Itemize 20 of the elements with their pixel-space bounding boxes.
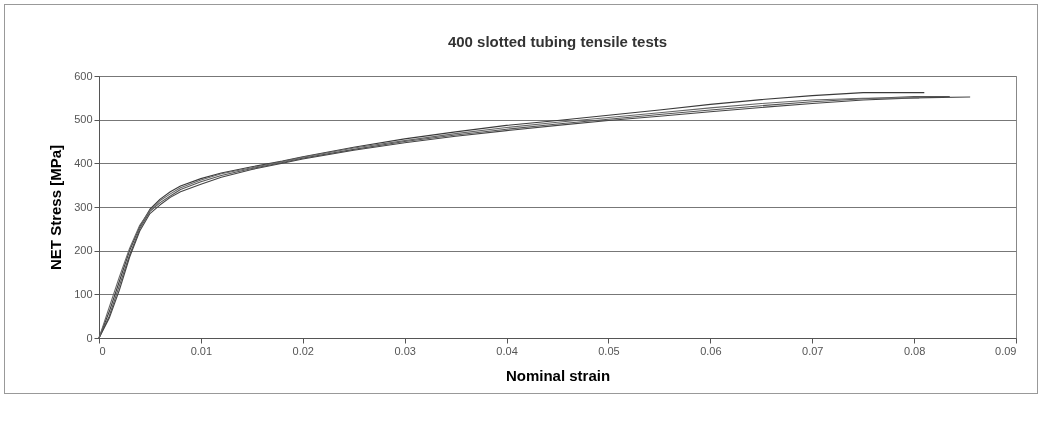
x-tick-label: 0.08 xyxy=(903,344,926,357)
chart-title: 400 slotted tubing tensile tests xyxy=(447,33,668,50)
x-tick-label: 0.09 xyxy=(995,344,1017,357)
x-tick-label: 0.03 xyxy=(394,344,416,357)
y-tick-label: 600 xyxy=(74,69,93,82)
y-tick-label: 100 xyxy=(74,287,93,300)
x-tick-label: 0.02 xyxy=(292,344,314,357)
x-tick-label: 0.05 xyxy=(598,344,620,357)
y-tick-label: 200 xyxy=(74,244,93,257)
x-tick-label: 0.01 xyxy=(190,344,213,357)
y-axis-title: NET Stress [MPa] xyxy=(47,144,65,271)
y-tick-label: 300 xyxy=(74,200,93,213)
y-tick-label: 400 xyxy=(74,156,93,169)
y-tick-label: 0 xyxy=(86,331,93,344)
x-tick-label: 0.04 xyxy=(496,344,518,357)
x-axis-title: Nominal strain xyxy=(505,366,611,384)
y-tick-label: 500 xyxy=(74,113,93,126)
x-tick-label: 0 xyxy=(99,344,106,357)
x-tick-label: 0.06 xyxy=(700,344,722,357)
x-tick-label: 0.07 xyxy=(802,344,824,357)
